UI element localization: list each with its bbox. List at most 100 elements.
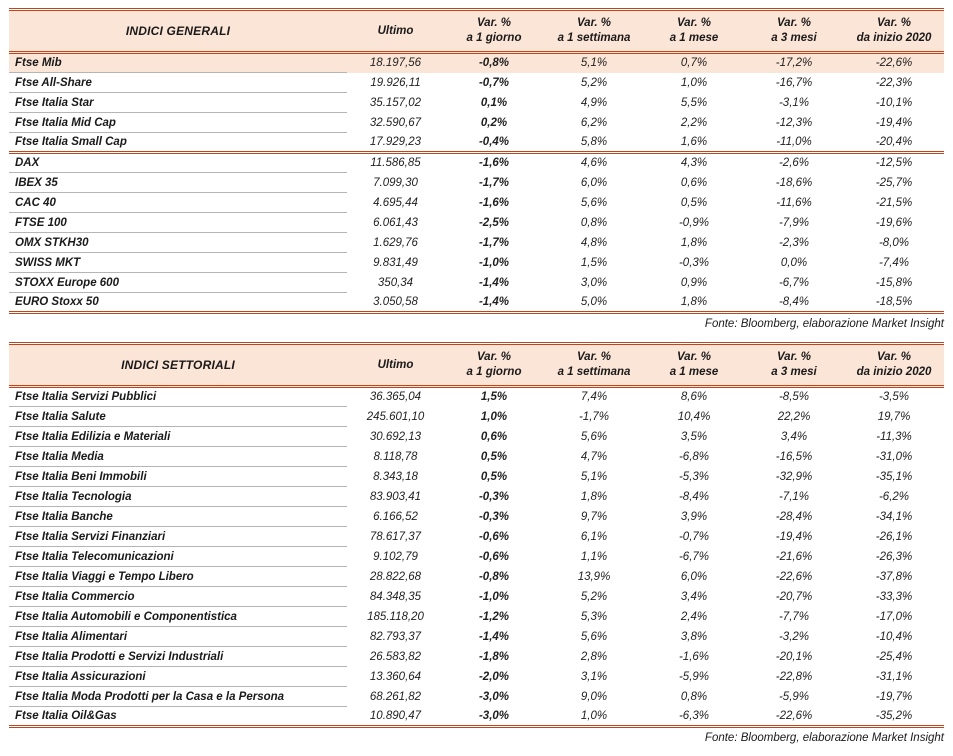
var-value: -31,0% bbox=[875, 450, 913, 463]
var-value: -1,4% bbox=[444, 292, 544, 314]
index-name: Ftse Italia Oil&Gas bbox=[9, 706, 347, 728]
var-value: -7,9% bbox=[778, 216, 810, 229]
var-value: -26,3% bbox=[875, 550, 913, 563]
var-value: -21,5% bbox=[875, 196, 913, 209]
var-value: 0,6% bbox=[480, 430, 508, 443]
var-value: 5,6% bbox=[580, 196, 608, 209]
var-value: 1,5% bbox=[580, 256, 608, 269]
var-value: 0,0% bbox=[780, 256, 808, 269]
var-value: -0,3% bbox=[478, 490, 510, 503]
table-row: IBEX 35 7.099,30 -1,7% 6,0% 0,6% -18,6% -25,7% bbox=[9, 172, 944, 193]
var-value: -28,4% bbox=[775, 510, 813, 523]
column-header-ultimo: Ultimo bbox=[347, 8, 444, 54]
var-value: -6,7% bbox=[778, 276, 810, 289]
index-name: Ftse Italia Beni Immobili bbox=[9, 466, 347, 487]
var-value: 5,3% bbox=[580, 610, 608, 623]
var-value: 1,8% bbox=[644, 292, 744, 314]
index-name: Ftse Italia Tecnologia bbox=[9, 486, 347, 507]
last-value: 68.261,82 bbox=[369, 690, 422, 703]
var-value: 8,6% bbox=[680, 391, 708, 404]
var-value: -6,3% bbox=[644, 706, 744, 728]
var-value: -21,6% bbox=[775, 550, 813, 563]
var-value: -2,6% bbox=[744, 151, 844, 173]
index-name: Ftse Italia Automobili e Componentistica bbox=[9, 606, 347, 627]
var-value: -5,9% bbox=[778, 690, 810, 703]
var-value: 1,0% bbox=[544, 706, 644, 728]
var-value: -1,8% bbox=[478, 650, 510, 663]
last-value: 9.102,79 bbox=[373, 550, 418, 563]
index-name: OMX STKH30 bbox=[9, 232, 347, 253]
var-value: -19,6% bbox=[875, 216, 913, 229]
var-value: -5,3% bbox=[678, 470, 710, 483]
var-period-label: a 1 settimana bbox=[557, 366, 631, 378]
table-row: Ftse Italia Alimentari 82.793,37 -1,4% 5,6%… bbox=[9, 626, 944, 647]
last-value: 3.050,58 bbox=[347, 292, 444, 314]
general-indices-table: INDICI GENERALI Ultimo Var. % a 1 giorno Var… bbox=[9, 8, 944, 314]
var-value: -7,7% bbox=[778, 610, 810, 623]
var-value: -0,8% bbox=[444, 52, 544, 73]
table-row: Ftse Italia Tecnologia 83.903,41 -0,3% 1,8%… bbox=[9, 486, 944, 507]
var-value: 6,2% bbox=[580, 116, 608, 129]
source-note: Fonte: Bloomberg, elaborazione Market In… bbox=[704, 318, 944, 330]
last-value: 8.343,18 bbox=[373, 470, 418, 483]
last-value: 36.365,04 bbox=[369, 391, 422, 404]
var-label: Var. % bbox=[476, 17, 512, 29]
column-header-var-a-1-giorno: Var. % a 1 giorno bbox=[444, 342, 544, 388]
var-period-label: a 1 mese bbox=[669, 366, 719, 378]
var-value: 1,0% bbox=[480, 410, 508, 423]
index-name: Ftse Italia Assicurazioni bbox=[9, 666, 347, 687]
last-value: 28.822,68 bbox=[369, 570, 422, 583]
column-header-ultimo: Ultimo bbox=[347, 342, 444, 388]
table-row: Ftse Italia Star 35.157,02 0,1% 4,9% 5,5% -3,… bbox=[9, 92, 944, 113]
var-value: 3,9% bbox=[680, 510, 708, 523]
var-value: -1,6% bbox=[444, 151, 544, 173]
var-value: 5,2% bbox=[580, 590, 608, 603]
last-value: 350,34 bbox=[377, 276, 414, 289]
index-name: Ftse Italia Prodotti e Servizi Industria… bbox=[9, 646, 347, 667]
var-value: 22,2% bbox=[777, 410, 811, 423]
table-row: SWISS MKT 9.831,49 -1,0% 1,5% -0,3% 0,0% -7,4% bbox=[9, 252, 944, 273]
var-value: -1,7% bbox=[578, 410, 610, 423]
var-label: Var. % bbox=[576, 351, 612, 363]
var-value: -10,4% bbox=[875, 630, 913, 643]
index-name: Ftse Italia Viaggi e Tempo Libero bbox=[9, 566, 347, 587]
var-value: -18,6% bbox=[775, 176, 813, 189]
var-value: 5,1% bbox=[580, 470, 608, 483]
var-value: 1,6% bbox=[680, 135, 708, 148]
last-value: 78.617,37 bbox=[369, 530, 422, 543]
index-name: Ftse All-Share bbox=[9, 72, 347, 93]
var-value: -8,4% bbox=[744, 292, 844, 314]
table-row: OMX STKH30 1.629,76 -1,7% 4,8% 1,8% -2,3% -8,0… bbox=[9, 232, 944, 253]
var-value: 5,2% bbox=[580, 76, 608, 89]
var-value: -35,2% bbox=[844, 706, 944, 728]
var-value: -0,9% bbox=[678, 216, 710, 229]
last-value: 185.118,20 bbox=[367, 610, 424, 623]
var-value: 3,4% bbox=[680, 590, 708, 603]
var-value: 0,8% bbox=[580, 216, 608, 229]
index-name: Ftse Italia Commercio bbox=[9, 586, 347, 607]
table-row: Ftse Italia Mid Cap 32.590,67 0,2% 6,2% 2,2%… bbox=[9, 112, 944, 133]
var-value: 4,7% bbox=[580, 450, 608, 463]
var-value: -20,7% bbox=[775, 590, 813, 603]
var-value: 7,4% bbox=[580, 391, 608, 404]
var-value: 1,0% bbox=[680, 76, 708, 89]
var-value: 2,4% bbox=[680, 610, 708, 623]
var-value: -37,8% bbox=[875, 570, 913, 583]
var-value: -3,0% bbox=[444, 706, 544, 728]
var-value: -12,5% bbox=[844, 151, 944, 173]
var-period-label: a 3 mesi bbox=[771, 366, 817, 378]
var-value: 3,1% bbox=[580, 670, 608, 683]
var-value: -1,4% bbox=[478, 630, 510, 643]
index-name: EURO Stoxx 50 bbox=[9, 292, 347, 314]
table-row: Ftse Italia Servizi Pubblici 36.365,04 1,5… bbox=[9, 386, 944, 407]
var-value: -1,2% bbox=[478, 610, 510, 623]
var-period-label: a 3 mesi bbox=[771, 32, 817, 44]
table-title: INDICI SETTORIALI bbox=[9, 342, 347, 388]
var-value: 3,8% bbox=[680, 630, 708, 643]
var-value: -1,0% bbox=[478, 256, 510, 269]
var-value: 4,8% bbox=[580, 236, 608, 249]
var-value: -0,3% bbox=[478, 510, 510, 523]
var-value: -11,3% bbox=[876, 430, 912, 443]
var-value: 0,9% bbox=[680, 276, 708, 289]
